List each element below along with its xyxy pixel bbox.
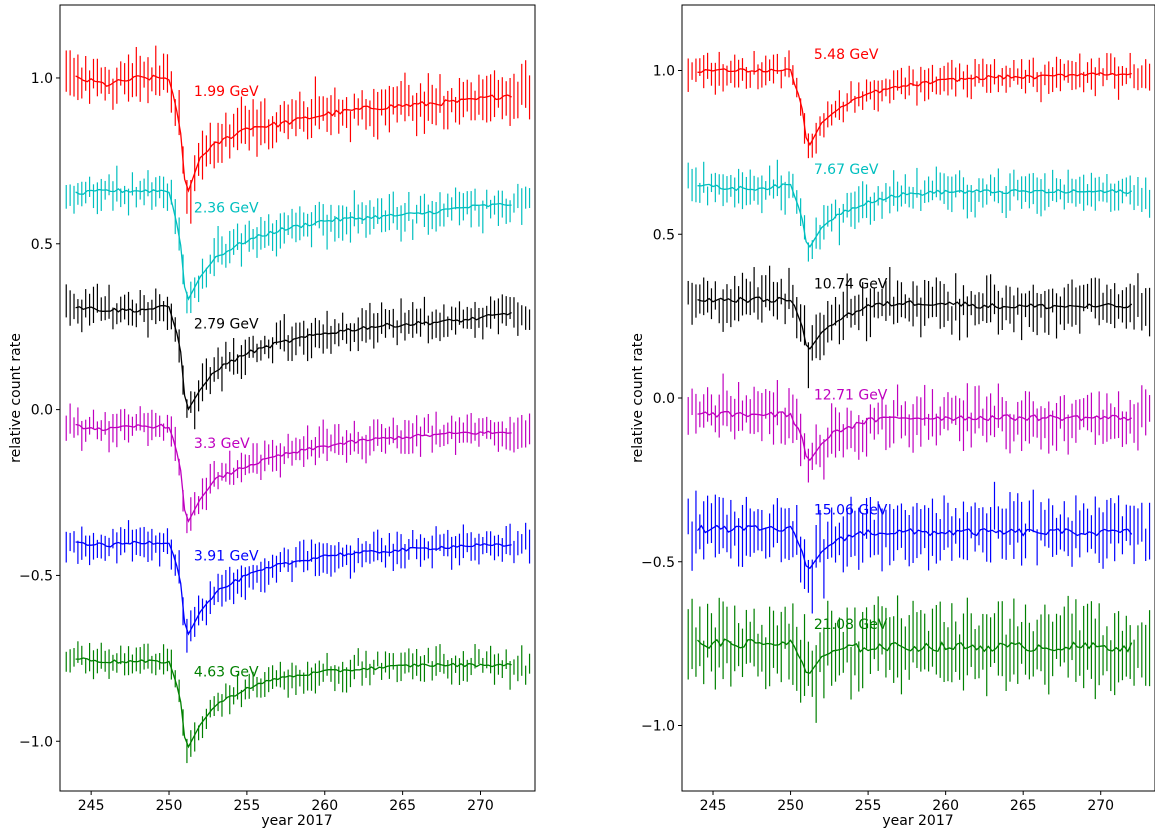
x-axis-label: year 2017	[261, 813, 332, 829]
series-label: 2.36 GeV	[194, 200, 259, 216]
series-label: 4.63 GeV	[194, 665, 259, 681]
series-label: 3.91 GeV	[194, 549, 259, 565]
series-label: 15.06 GeV	[814, 502, 888, 518]
x-tick-label: 245	[700, 798, 727, 814]
series-label: 12.71 GeV	[814, 388, 888, 404]
series-label: 10.74 GeV	[814, 276, 888, 292]
model-line	[75, 74, 512, 193]
model-line	[697, 410, 1133, 462]
x-tick-label: 260	[932, 798, 959, 814]
series-12-71-gev	[687, 373, 1151, 483]
x-tick-label: 245	[78, 798, 105, 814]
y-tick-label: 1.0	[31, 71, 53, 87]
plot-frame	[59, 4, 536, 792]
x-tick-label: 250	[156, 798, 183, 814]
series-label: 21.08 GeV	[814, 617, 888, 633]
y-tick-label: 0.0	[653, 391, 675, 407]
model-line	[697, 68, 1132, 147]
model-line	[75, 188, 512, 301]
x-tick-label: 270	[467, 798, 494, 814]
y-tick-label: 0.0	[31, 403, 53, 419]
model-line	[697, 183, 1133, 248]
y-axis-label: relative count rate	[8, 333, 24, 463]
series-label: 3.3 GeV	[194, 436, 250, 452]
series-label: 7.67 GeV	[814, 162, 879, 178]
model-line	[75, 540, 512, 636]
x-tick-label: 250	[777, 798, 804, 814]
y-tick-label: 0.5	[31, 237, 53, 253]
y-tick-label: −1.0	[641, 719, 675, 735]
x-axis-label: year 2017	[882, 813, 953, 829]
panel-right: 245 250 255 260 265 270 −1.0 −0.5 0.0 0.5 1.0 year …	[630, 4, 1155, 829]
y-tick-label: −0.5	[641, 555, 675, 571]
model-line	[75, 657, 512, 749]
x-tick-label: 270	[1087, 798, 1114, 814]
series-label: 2.79 GeV	[194, 316, 259, 332]
y-tick-label: −0.5	[19, 568, 53, 584]
y-tick-label: 0.5	[653, 227, 675, 243]
model-line	[697, 638, 1133, 674]
series-3-91-gev	[65, 520, 531, 653]
series-label: 1.99 GeV	[194, 84, 259, 100]
panel-left: 245 250 255 260 265 270 −1.0 −0.5 0.0 0.5 1.0 year …	[8, 4, 536, 829]
series-15-06-gev	[687, 481, 1151, 614]
model-line	[696, 524, 1133, 570]
x-tick-label: 255	[855, 798, 882, 814]
series-2-36-gev	[65, 165, 531, 314]
series-1-99-gev	[65, 45, 531, 224]
x-tick-label: 260	[311, 798, 338, 814]
series-21-08-gev	[687, 595, 1151, 723]
series-10-74-gev	[687, 265, 1151, 389]
series-7-67-gev	[687, 159, 1151, 262]
model-line	[75, 423, 512, 523]
series-4-63-gev	[65, 641, 531, 764]
x-tick-label: 265	[1010, 798, 1037, 814]
series-3-3-gev	[65, 403, 531, 534]
model-line	[697, 296, 1133, 350]
series-label: 5.48 GeV	[814, 47, 879, 63]
series-5-48-gev	[687, 50, 1151, 159]
y-tick-label: 1.0	[653, 64, 675, 80]
x-tick-label: 265	[389, 798, 416, 814]
model-line	[75, 304, 512, 411]
x-tick-label: 255	[234, 798, 261, 814]
y-axis-label: relative count rate	[630, 333, 646, 463]
y-tick-label: −1.0	[19, 734, 53, 750]
series-2-79-gev	[65, 283, 531, 430]
